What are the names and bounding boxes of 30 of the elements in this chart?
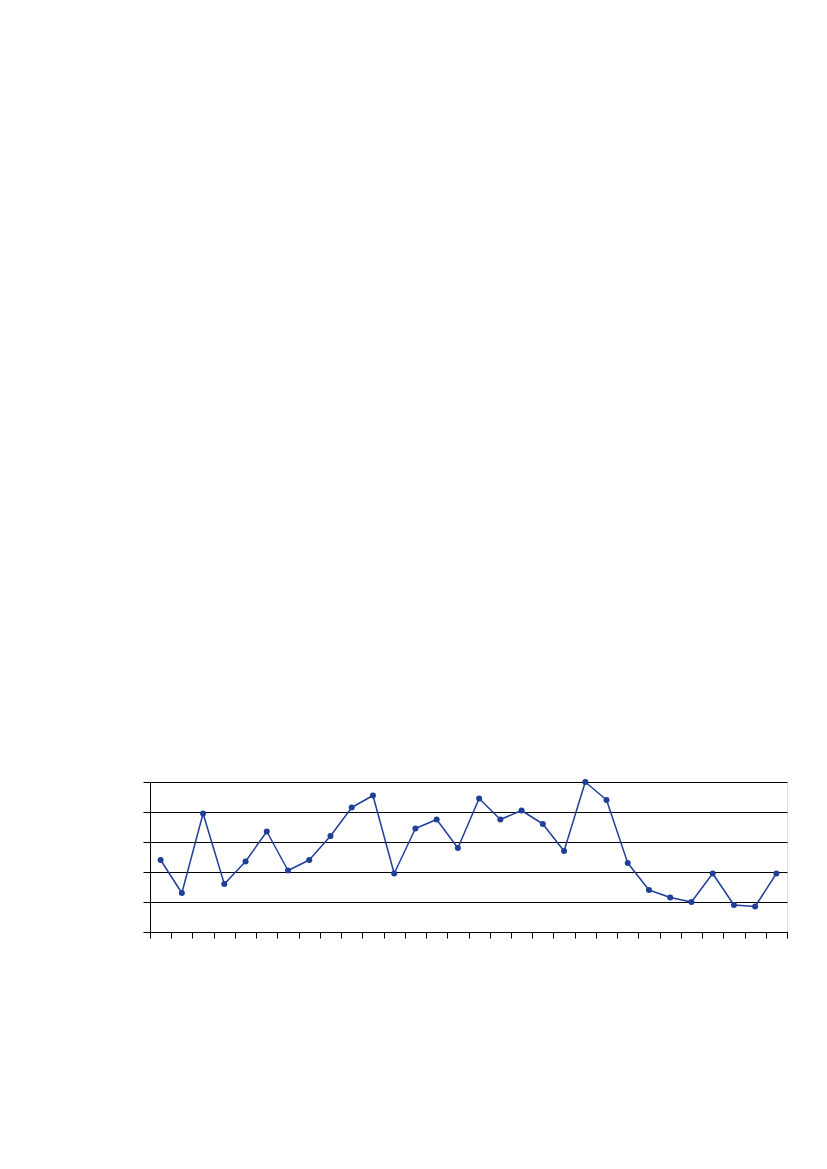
- point: [157, 857, 164, 863]
- point: [582, 779, 589, 785]
- point: [178, 890, 185, 896]
- point: [391, 870, 398, 877]
- point: [773, 870, 780, 877]
- point: [688, 899, 695, 905]
- point: [327, 833, 334, 839]
- point: [518, 807, 525, 814]
- point: [497, 816, 504, 823]
- point: [667, 894, 674, 901]
- point: [348, 804, 355, 811]
- point: [263, 828, 270, 835]
- point: [539, 821, 546, 827]
- point: [752, 903, 759, 910]
- point: [306, 857, 313, 863]
- point: [730, 902, 737, 908]
- point: [412, 825, 419, 832]
- point: [624, 860, 631, 866]
- point: [645, 887, 652, 893]
- point: [242, 858, 249, 865]
- point: [369, 792, 376, 799]
- point: [200, 810, 207, 817]
- point: [709, 870, 716, 877]
- point: [476, 795, 483, 802]
- point: [433, 816, 440, 823]
- point: [603, 797, 610, 803]
- point: [561, 848, 568, 854]
- point: [221, 881, 228, 887]
- point: [285, 867, 292, 874]
- point: [454, 845, 461, 851]
